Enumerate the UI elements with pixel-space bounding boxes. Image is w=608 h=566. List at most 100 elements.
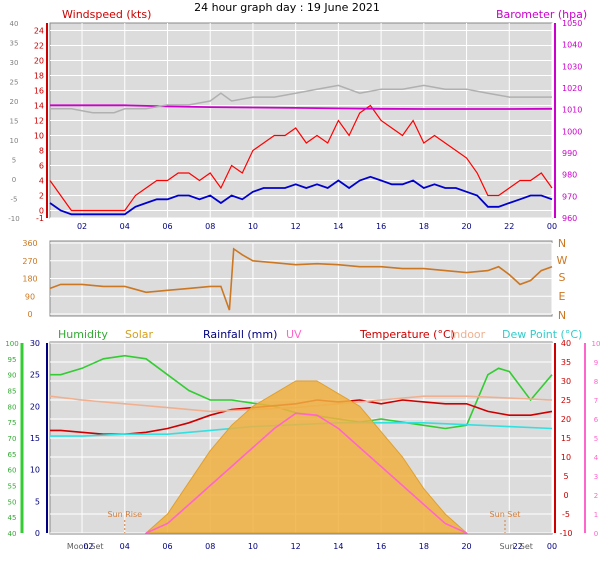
legend-dew-point: Dew Point (°C) — [502, 328, 582, 341]
humidity-y-tick: 55 — [8, 483, 17, 491]
compass-tick: N — [558, 237, 566, 250]
wind-x-tick: 20 — [461, 222, 471, 231]
temp-x-tick: Moon — [67, 542, 89, 551]
rain-y-tick: 5 — [35, 497, 40, 506]
wind-y-tick: 22 — [34, 42, 44, 51]
humidity-y-tick: 75 — [8, 419, 17, 427]
dir-y-tick: 360 — [22, 239, 37, 248]
temp-x-tick: Sun — [500, 542, 515, 551]
baro-y-tick: 1040 — [562, 41, 582, 50]
wind-outer-tick: 35 — [10, 40, 19, 48]
series-solar — [144, 380, 468, 534]
series-wind_gust — [49, 104, 553, 212]
compass-tick: S — [559, 271, 566, 284]
uv-y-tick: 2 — [594, 492, 598, 500]
dir-y-tick: 180 — [22, 275, 37, 284]
wind-outer-tick: -10 — [8, 215, 19, 223]
humidity-y-tick: 50 — [8, 498, 17, 506]
baro-y-tick: 980 — [562, 171, 577, 180]
wind-y-tick: 4 — [39, 177, 44, 186]
legend-rainfall: Rainfall (mm) — [203, 328, 277, 341]
uv-y-tick: 10 — [592, 340, 601, 348]
temp-x-tick: Set — [90, 542, 103, 551]
wind-x-tick: 08 — [205, 222, 215, 231]
wind-y-tick: 8 — [39, 147, 44, 156]
legend-humidity: Humidity — [58, 328, 108, 341]
uv-y-tick: 5 — [594, 435, 598, 443]
temp-y-tick: -5 — [562, 510, 570, 519]
wind-outer-tick: -5 — [11, 196, 18, 204]
temp-x-tick: 00 — [547, 542, 557, 551]
temp-x-tick: 18 — [419, 542, 429, 551]
sunset-label: Sun Set — [490, 510, 521, 519]
wind-x-tick: 16 — [376, 222, 386, 231]
series-direction — [49, 247, 553, 311]
wind-y-tick: -1 — [36, 214, 44, 223]
axis-ticks: 02 04 06 08 10 12 14 16 18 20 22 00-102468101214161… — [5, 19, 600, 551]
temp-y-tick: 30 — [561, 377, 571, 386]
uv-y-tick: 3 — [594, 473, 598, 481]
dir-y-tick: 90 — [25, 292, 35, 301]
baro-y-tick: 1000 — [562, 127, 582, 136]
wind-outer-tick: 30 — [10, 59, 19, 67]
temp-y-tick: 5 — [563, 472, 568, 481]
baro-y-tick: 990 — [562, 149, 577, 158]
baro-y-tick: 1010 — [562, 106, 582, 115]
uv-y-tick: 4 — [594, 454, 599, 462]
humidity-y-tick: 100 — [5, 340, 18, 348]
wind-x-tick: 14 — [333, 222, 343, 231]
wind-outer-tick: 20 — [10, 98, 19, 106]
rain-y-tick: 10 — [30, 466, 40, 475]
temp-y-tick: 15 — [561, 434, 571, 443]
windspeed-label: Windspeed (kts) — [62, 8, 151, 21]
wind-y-tick: 12 — [34, 117, 44, 126]
wind-outer-tick: 15 — [10, 118, 19, 126]
humidity-y-tick: 40 — [8, 530, 17, 538]
series-wind_avg — [49, 175, 553, 216]
temp-y-tick: 40 — [561, 339, 571, 348]
baro-y-tick: 960 — [562, 214, 577, 223]
uv-y-tick: 1 — [594, 511, 598, 519]
temp-x-tick: 14 — [333, 542, 343, 551]
wind-x-tick: 06 — [162, 222, 172, 231]
wind-outer-tick: 0 — [12, 176, 16, 184]
temp-x-tick: 22 — [513, 542, 523, 551]
wind-x-tick: 10 — [248, 222, 258, 231]
legend-temperature: Temperature (°C) — [359, 328, 455, 341]
compass-tick: E — [559, 290, 566, 303]
dir-y-tick: 270 — [22, 257, 37, 266]
temp-y-tick: -10 — [559, 529, 572, 538]
uv-y-tick: 8 — [594, 378, 598, 386]
temp-x-tick: Set — [520, 542, 533, 551]
uv-y-tick: 6 — [594, 416, 599, 424]
humidity-y-tick: 45 — [8, 514, 17, 522]
wind-outer-tick: 25 — [10, 79, 19, 87]
wind-x-tick: 22 — [504, 222, 514, 231]
uv-y-tick: 9 — [594, 359, 598, 367]
legend-uv: UV — [286, 328, 302, 341]
rain-y-tick: 20 — [30, 402, 40, 411]
temp-x-tick: 08 — [205, 542, 215, 551]
rain-y-tick: 15 — [30, 434, 40, 443]
humidity-y-tick: 85 — [8, 388, 17, 396]
barometer-label: Barometer (hpa) — [496, 8, 587, 21]
rain-y-tick: 0 — [35, 529, 40, 538]
humidity-y-tick: 80 — [8, 403, 17, 411]
rain-y-tick: 30 — [30, 339, 40, 348]
legend: Humidity Solar Rainfall (mm) UV Temperat… — [58, 328, 582, 341]
temp-x-tick: 06 — [162, 542, 172, 551]
wind-y-tick: 14 — [34, 102, 44, 111]
temp-x-tick: 12 — [291, 542, 301, 551]
wind-x-tick: 02 — [77, 222, 87, 231]
legend-indoor: Indoor — [450, 328, 486, 341]
baro-y-tick: 1030 — [562, 62, 582, 71]
rain-y-tick: 25 — [30, 371, 40, 380]
series-wind_left_ext — [50, 84, 552, 114]
temp-y-tick: 20 — [561, 415, 571, 424]
wind-y-tick: 20 — [34, 57, 44, 66]
compass-tick: W — [557, 254, 568, 267]
temp-x-tick: 02 — [83, 542, 93, 551]
humidity-y-tick: 90 — [8, 372, 17, 380]
temp-y-tick: 25 — [561, 396, 571, 405]
